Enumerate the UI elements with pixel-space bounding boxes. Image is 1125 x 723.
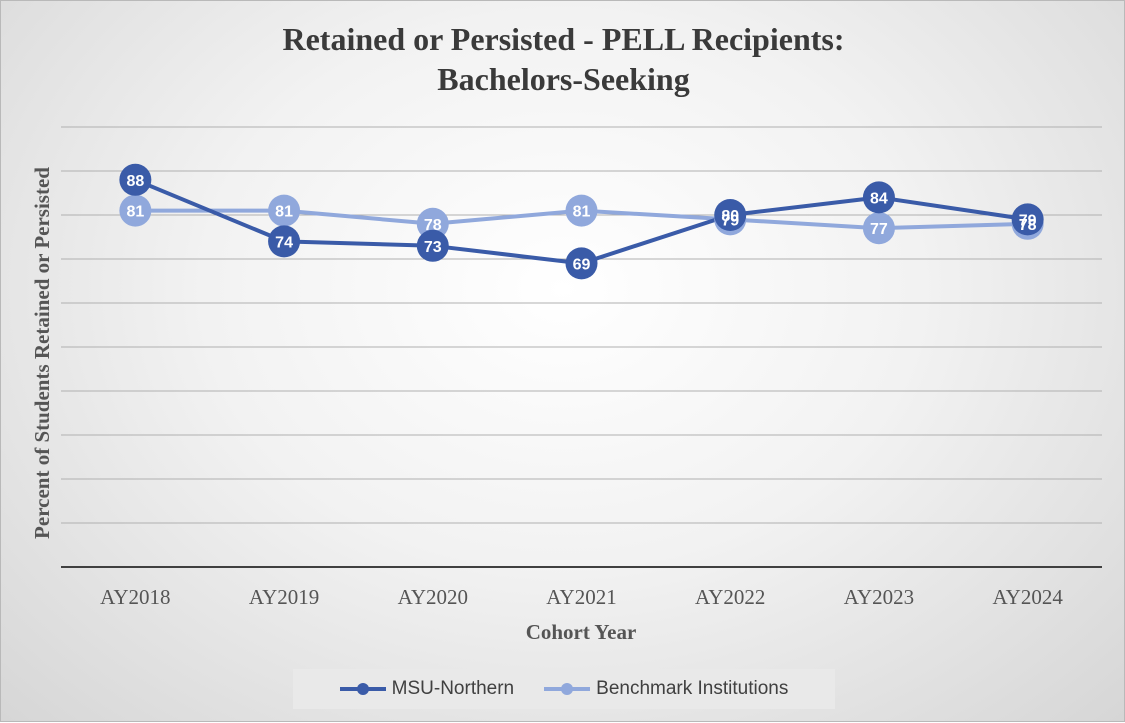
data-label-benchmark: 78 [424,217,442,234]
data-label-msu-northern: 84 [870,190,888,207]
data-point-benchmark [119,194,152,227]
data-label-benchmark: 81 [126,204,144,221]
data-point-benchmark [565,194,598,227]
x-tick-label: AY2022 [695,585,765,609]
data-label-benchmark: 78 [1019,217,1037,234]
legend-item-benchmark: Benchmark Institutions [544,678,788,700]
chart-title: Retained or Persisted - PELL Recipients:… [1,19,1125,99]
data-point-msu-northern [714,199,747,231]
legend-swatch-benchmark [544,683,591,695]
data-point-benchmark [268,194,301,227]
data-point-benchmark [416,207,449,240]
legend-item-msu-northern: MSU-Northern [339,678,515,700]
data-point-msu-northern [268,225,301,258]
data-label-msu-northern: 73 [424,239,442,256]
x-tick-label: AY2021 [546,585,616,609]
x-tick-label: AY2020 [398,585,468,609]
legend: MSU-Northern Benchmark Institutions [293,669,835,709]
data-point-msu-northern [416,229,449,262]
data-label-benchmark: 81 [275,204,293,221]
x-tick-label: AY2018 [100,585,170,609]
data-label-msu-northern: 80 [721,208,739,225]
legend-label-msu-northern: MSU-Northern [391,678,515,699]
legend-swatch-msu-northern [339,683,386,695]
y-axis-title: Percent of Students Retained or Persiste… [30,167,54,539]
data-label-msu-northern: 69 [573,256,591,273]
data-label-benchmark: 81 [573,204,591,221]
chart-title-line-1: Retained or Persisted - PELL Recipients: [282,21,845,57]
x-tick-label: AY2024 [992,585,1063,609]
data-point-msu-northern [119,163,152,196]
data-point-benchmark [862,212,895,245]
data-label-benchmark: 79 [721,212,739,229]
x-tick-label: AY2019 [249,585,319,609]
data-label-benchmark: 77 [870,221,888,238]
x-tick-label: AY2023 [844,585,914,609]
data-label-msu-northern: 79 [1019,212,1037,229]
x-axis-title: Cohort Year [526,620,637,644]
data-point-msu-northern [565,247,598,280]
legend-label-benchmark: Benchmark Institutions [596,678,789,699]
data-point-msu-northern [862,181,895,214]
data-point-msu-northern [1011,203,1044,236]
chart-title-line-2: Bachelors-Seeking [437,61,690,97]
data-label-msu-northern: 74 [275,234,293,251]
data-label-msu-northern: 88 [126,173,144,190]
